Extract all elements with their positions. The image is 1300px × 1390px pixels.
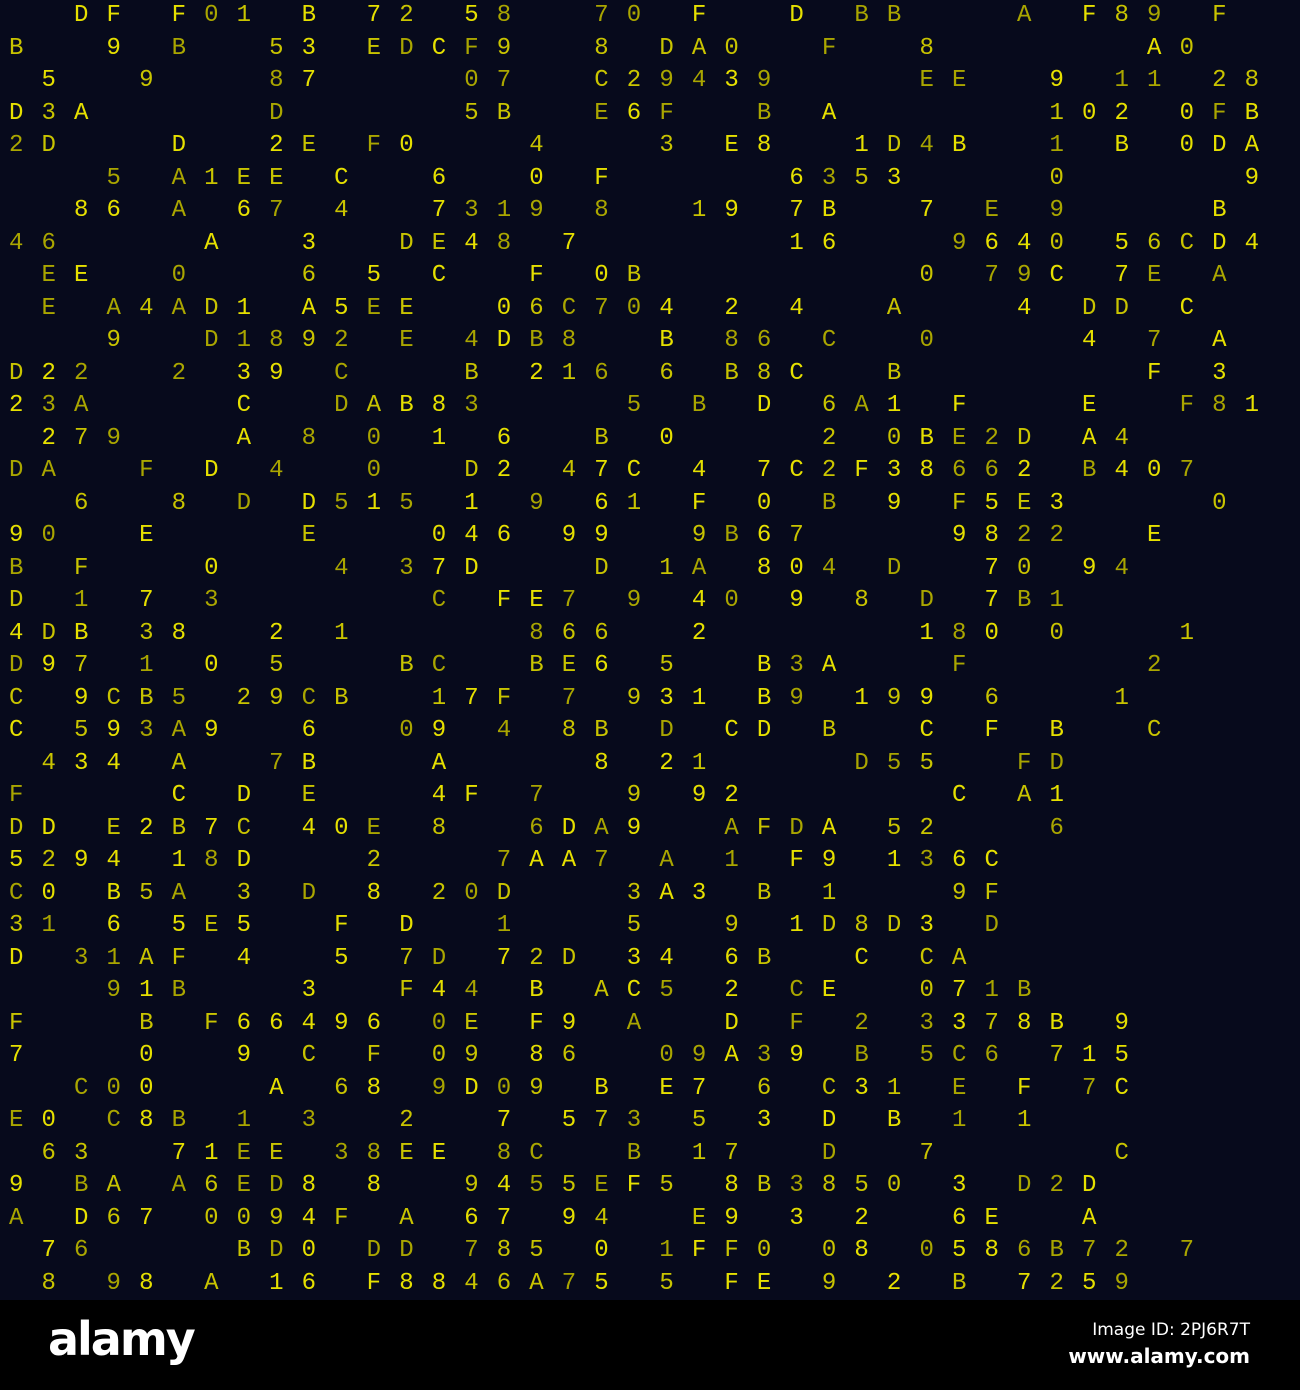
code-row: C 9CB5 29CB 17F 7 931 B9 199 6 1 (9, 684, 1148, 712)
footer-bar: alamy Image ID: 2PJ6R7T www.alamy.com (0, 1300, 1300, 1390)
code-row: 2D D 2E F0 4 3 E8 1D4B 1 B 0DA (9, 132, 1278, 159)
image-id: Image ID: 2PJ6R7T (1092, 1320, 1250, 1340)
code-row: 7 0 9 C F 09 86 09A39 B 5C6 715 (9, 1042, 1148, 1069)
code-row: D22 2 39 C B 216 6 B8C B F 3 (9, 359, 1245, 387)
code-row: 279 A 8 0 1 6 B 0 2 0BE2D A4 (41, 424, 1148, 452)
code-row: D3A D 5B E6F B A 102 0FB (9, 99, 1278, 127)
code-row: DA F D 4 0 D2 47C 4 7C2F38662 B407 (9, 457, 1213, 484)
code-row: 9 BA A6ED8 8 9455EF5 8B3850 3 D2D (9, 1172, 1115, 1199)
code-row: 5 9 87 07 C29439 EE 9 11 28 (41, 67, 1278, 94)
code-row: 4DB 38 2 1 866 2 180 0 1 (9, 619, 1213, 647)
code-row: 434 A 7B A 8 21 D55 FD (41, 749, 1083, 777)
code-row: 76 BD0 DD 785 0 1FF0 08 0586B72 7 (41, 1237, 1213, 1264)
code-row: 63 71EE 38EE 8C B 17 D 7 C (41, 1139, 1148, 1167)
code-row: E A4AD1 A5EE 06C704 2 4 A 4 DD C (41, 294, 1213, 322)
code-row: EE 0 6 5 C F 0B 0 79C 7E A (41, 262, 1245, 289)
code-row: C 593A9 6 09 4 8B D CD B C F B C (9, 717, 1180, 744)
code-row: 8 98 A 16 F8846A75 5 FE 9 2 B 7259 (41, 1269, 1148, 1297)
hex-code-matrix: DF F01 B 72 58 70 F D BB A F89 F B 9 B 5… (0, 0, 1300, 1300)
code-row: F B F66496 0E F9 A D F 2 3378B 9 (9, 1009, 1148, 1037)
website-url: www.alamy.com (1068, 1344, 1250, 1368)
code-row: D97 1 0 5 BC BE6 5 B3A F 2 (9, 652, 1180, 679)
code-row: 23A C DAB83 5 B D 6A1 F E F81 (9, 392, 1278, 419)
code-row: 90 E E 046 99 9B67 9822 E (9, 522, 1180, 549)
code-row: 9 D1892 E 4DB8 B 86 C 0 4 7 A (106, 327, 1245, 354)
code-row: DD E2B7C 40E 8 6DA9 AFDA 52 6 (9, 814, 1083, 842)
code-row: 86 A 67 4 7319 8 19 7B 7 E 9 B (74, 197, 1245, 224)
code-row: E0 C8B 1 3 2 7 573 5 3 D B 1 1 (9, 1107, 1050, 1134)
code-row: 91B 3 F44 B AC5 2 CE 071B (106, 977, 1050, 1004)
code-row: D 31AF 4 5 7D 72D 34 6B C CA (9, 944, 985, 972)
code-row: 31 6 5E5 F D 1 5 9 1D8D3 D (9, 912, 1017, 939)
code-row: C00 A 68 9D09 B E7 6 C31 E F 7C (74, 1074, 1148, 1102)
code-row: 6 8 D D515 1 9 61 F 0 B 9 F5E3 0 (74, 489, 1245, 517)
code-row: F C D E 4F 7 9 92 C A1 (9, 782, 1083, 809)
code-row: A D67 0094F A 67 94 E9 3 2 6E A (9, 1204, 1115, 1232)
alamy-logo: alamy (48, 1312, 196, 1366)
code-row: 46 A 3 DE48 7 16 9640 56CD4 (9, 229, 1278, 257)
code-row: C0 B5A 3 D 8 20D 3A3 B 1 9F (9, 879, 1017, 907)
code-row: B 9 B 53 EDCF9 8 DA0 F 8 A0 (9, 34, 1213, 62)
code-row: B F 0 4 37D D 1A 804 D 70 94 (9, 554, 1148, 582)
code-row: D 1 7 3 C FE7 9 40 9 8 D 7B1 (9, 587, 1083, 614)
code-row: 5294 18D 2 7AA7 A 1 F9 136C (9, 847, 1017, 874)
code-row: 5 A1EE C 6 0 F 6353 0 9 (106, 164, 1278, 192)
code-row: DF F01 B 72 58 70 F D BB A F89 F (74, 2, 1245, 29)
